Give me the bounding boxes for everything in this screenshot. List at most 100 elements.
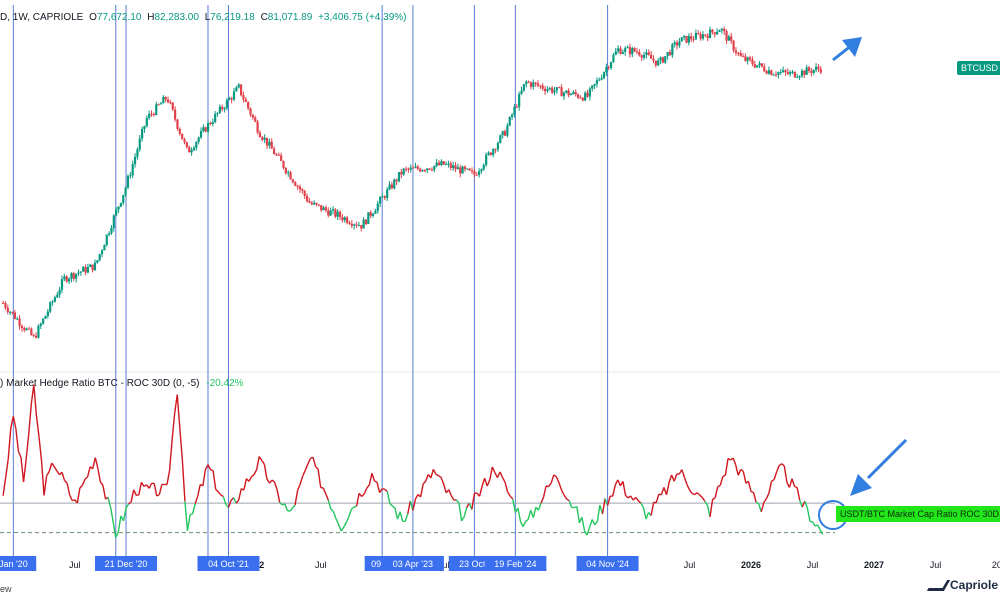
indicator-segment <box>217 491 222 496</box>
indicator-segment <box>811 521 816 527</box>
candle-body <box>485 154 488 165</box>
candle-body <box>386 189 389 198</box>
indicator-segment <box>312 457 317 467</box>
indicator-segment <box>737 469 742 476</box>
indicator-segment <box>773 471 778 480</box>
indicator-segment <box>719 476 724 486</box>
indicator-segment <box>450 495 455 501</box>
price-legend: D, 1W, CAPRIOLE O77,672.10 H82,283.00 L7… <box>0 12 407 23</box>
candle-body <box>258 132 262 138</box>
candle-body <box>402 168 405 175</box>
candle-body <box>204 127 207 132</box>
candle-body <box>320 205 323 211</box>
indicator-segment <box>327 500 332 510</box>
indicator-segment <box>740 468 744 473</box>
indicator-segment <box>717 484 721 488</box>
candle-body <box>192 147 196 151</box>
candle-body <box>619 48 622 54</box>
indicator-segment <box>566 498 570 502</box>
indicator-segment <box>27 404 32 435</box>
candle-body <box>174 109 177 120</box>
indicator-segment <box>709 499 714 517</box>
indicator-segment <box>191 503 196 515</box>
indicator-segment <box>353 505 357 508</box>
candle-body <box>239 84 243 96</box>
candle-body <box>819 68 822 73</box>
indicator-segment <box>97 468 102 483</box>
candle-body <box>781 70 785 72</box>
indicator-segment <box>102 485 107 500</box>
candle-body <box>810 70 813 73</box>
indicator-segment <box>742 471 747 484</box>
candle-body <box>374 210 377 214</box>
candle-body <box>581 97 584 101</box>
candle-body <box>522 84 525 91</box>
candle-body <box>602 72 606 79</box>
candle-body <box>6 307 9 313</box>
indicator-segment <box>115 531 119 538</box>
indicator-segment <box>691 492 695 496</box>
indicator-segment <box>189 513 193 516</box>
candle-body <box>817 66 820 69</box>
candle-body <box>720 28 723 31</box>
candle-body <box>447 163 450 165</box>
indicator-segment <box>491 466 496 473</box>
indicator-segment <box>266 478 271 484</box>
indicator-segment <box>775 465 780 473</box>
indicator-segment <box>763 498 767 503</box>
indicator-segment <box>51 462 55 468</box>
indicator-segment <box>366 484 370 489</box>
candle-body <box>103 245 106 251</box>
low-value: 76,219.18 <box>210 12 255 23</box>
candle-body <box>324 207 328 211</box>
x-tick-label: Jul <box>684 560 696 570</box>
candle-body <box>221 106 224 110</box>
indicator-segment <box>2 477 7 496</box>
candle-body <box>211 122 214 125</box>
close-value: 81,071.89 <box>267 12 313 23</box>
indicator-segment <box>645 512 650 520</box>
candle-body <box>642 54 646 58</box>
indicator-segment <box>734 464 739 476</box>
indicator-segment <box>750 490 754 494</box>
indicator-segment <box>284 503 289 511</box>
candle-body <box>202 127 205 131</box>
candle-body <box>673 42 676 45</box>
candle-body <box>529 82 533 87</box>
indicator-segment <box>143 484 147 488</box>
x-tick-label: 2026 <box>741 560 761 570</box>
candle-body <box>565 90 568 93</box>
indicator-segment <box>128 501 132 505</box>
candle-body <box>433 165 436 170</box>
indicator-segment <box>653 501 657 504</box>
candle-body <box>647 52 650 55</box>
candle-body <box>91 264 94 271</box>
indicator-segment <box>399 511 404 522</box>
indicator-segment <box>694 492 698 496</box>
candle-body <box>56 294 59 298</box>
candle-body <box>650 54 653 59</box>
indicator-segment <box>760 502 765 513</box>
indicator-segment <box>560 489 565 496</box>
candle-body <box>1 302 5 304</box>
candle-body <box>518 94 521 108</box>
indicator-segment <box>665 482 670 495</box>
candle-body <box>310 202 313 205</box>
candle-body <box>640 55 643 58</box>
marker-date-label: 03 Apr '23 <box>393 559 433 569</box>
candle-body <box>468 168 471 171</box>
candle-body <box>765 71 768 74</box>
candle-body <box>760 63 763 67</box>
candle-body <box>136 149 139 157</box>
indicator-segment <box>407 500 412 514</box>
indicator-segment <box>806 507 811 522</box>
indicator-segment <box>681 469 686 478</box>
candle-body <box>635 51 639 53</box>
candle-body <box>687 36 690 43</box>
candle-body <box>362 219 365 229</box>
indicator-segment <box>519 521 524 528</box>
down-arrow-head-icon <box>850 474 872 496</box>
indicator-segment <box>355 493 360 507</box>
indicator-segment <box>642 507 647 520</box>
